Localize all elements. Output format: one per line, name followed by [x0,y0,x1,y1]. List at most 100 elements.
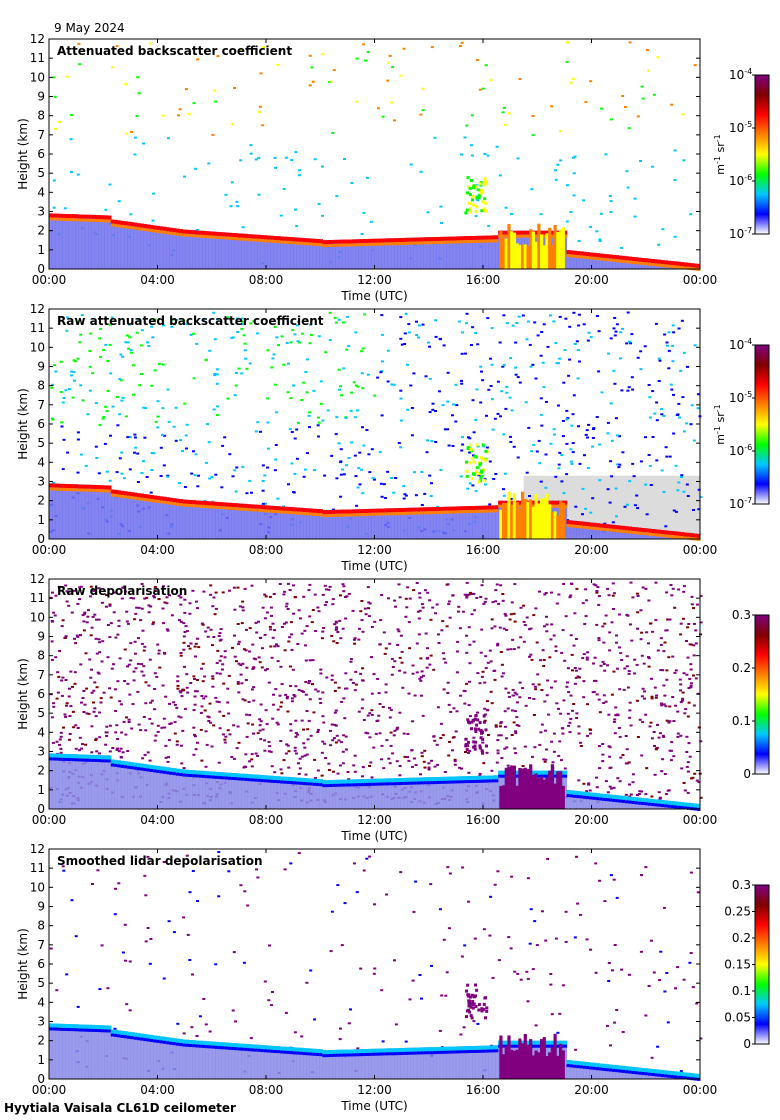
bl-top-edge [312,238,317,243]
bl-top-edge [553,770,558,775]
speckle-dot [134,612,138,615]
speckle-dot [360,350,364,353]
convective-column [499,231,503,269]
speckle-dot [557,707,560,710]
x-tick-label: 16:00 [466,543,501,557]
bl-top-edge2 [234,507,239,511]
speckle-dot [215,672,219,675]
speckle-dot [237,367,241,370]
speckle-dot [209,593,213,596]
speckle-dot [347,778,351,781]
bl-top-edge [123,761,128,766]
boundary-layer [49,213,701,271]
speckle-dot [383,497,387,499]
bl-top-edge2 [429,511,434,515]
speckle-dot [168,594,171,597]
speckle-dot [289,621,293,624]
x-tick-label: 12:00 [357,273,392,287]
bl-column [257,504,262,539]
speckle-dot [289,397,293,399]
speckle-dot [541,649,545,652]
bl-top-edge2 [49,757,53,761]
speckle-dot [127,718,131,721]
bl-top-edge [221,772,226,777]
bl-top-edge [202,770,206,775]
speckle-dot [206,423,209,426]
speckle-dot [298,767,302,770]
bl-column [377,238,382,269]
speckle-dot [335,416,339,419]
cloud-pixel [466,447,470,450]
speckle-dot [79,634,82,637]
bl-top-edge2 [205,505,209,509]
speckle-dot [514,730,517,733]
y-tick-label: 2 [37,494,45,508]
speckle-dot [55,740,59,743]
speckle-dot [323,603,327,606]
speckle-dot [539,413,543,416]
speckle-dot [132,393,135,396]
speckle-dot [662,415,666,417]
bl-column [394,508,398,539]
bl-top-edge [592,522,597,527]
speckle-dot [609,337,613,340]
speckle-dot [178,690,182,693]
bl-column [156,495,161,539]
speckle-dot [193,474,197,477]
bl-top-edge [120,220,125,225]
speckle-dot [81,399,85,402]
speckle-dot [426,656,430,659]
speckle-dot [344,417,348,420]
speckle-dot [586,651,590,654]
bl-column [595,253,600,269]
bl-top-edge2 [436,781,441,784]
speckle-dot [161,324,165,327]
bl-top-edge [254,234,258,239]
bl-top-edge2 [283,510,288,514]
bl-top-edge [394,508,398,513]
bl-column [608,794,613,809]
speckle-dot [430,46,434,49]
speckle-dot [565,473,569,476]
bl-top-edge2 [618,259,623,263]
speckle-dot [690,595,694,598]
bl-top-edge [381,508,385,513]
bl-top-edge2 [283,240,288,244]
bl-top-edge2 [612,798,616,802]
speckle-dot [52,705,56,708]
speckle-dot [321,740,325,743]
convective-column [521,244,525,269]
speckle-dot [504,687,508,690]
speckle-dot [524,401,528,404]
speckle-dot [478,682,482,685]
speckle-dot [645,631,649,634]
speckle-dot [558,315,562,318]
colorbar-tick-label: 10-5 [729,120,752,135]
speckle-dot [79,663,83,666]
speckle-dot [647,599,651,602]
bl-top-edge [62,483,66,488]
speckle-dot [352,381,356,384]
speckle-dot [285,743,289,746]
bl-top-edge2 [449,240,454,244]
bl-top-edge [355,779,359,784]
speckle-dot [76,431,80,434]
speckle-dot [457,605,461,608]
speckle-dot [313,593,317,596]
speckle-dot [255,631,259,634]
bl-column [62,753,66,809]
speckle-dot [662,736,666,738]
bl-top-edge [208,771,213,776]
speckle-dot [578,360,581,363]
cloud-pixel [465,474,469,478]
bl-top-edge2 [573,794,577,798]
bl-top-edge2 [192,774,196,778]
bl-top-edge2 [78,758,83,762]
speckle-dot [524,704,528,707]
bl-top-edge2 [130,496,135,500]
speckle-dot [189,333,193,336]
speckle-dot [689,686,693,689]
bl-column [52,213,57,269]
bl-column [146,764,151,809]
